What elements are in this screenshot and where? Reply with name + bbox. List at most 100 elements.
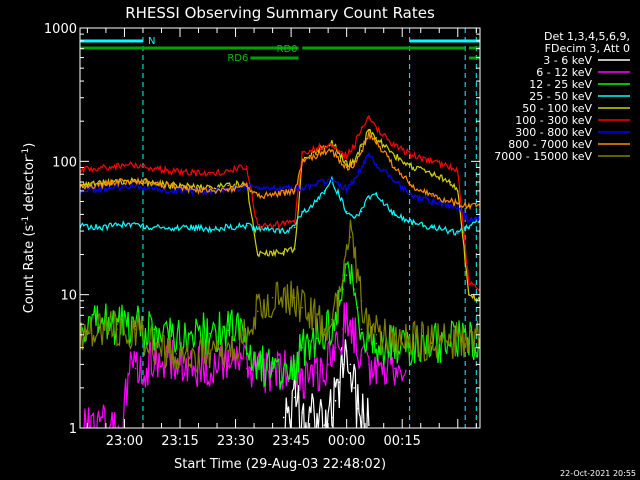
series-point [245, 224, 248, 227]
y-axis-ticks: 1 10 100 1000 [44, 22, 480, 437]
series-point [301, 306, 304, 309]
series-point [449, 230, 452, 232]
series-point [227, 329, 229, 332]
series-point [431, 200, 433, 203]
series-point [360, 165, 363, 167]
series-point [331, 149, 333, 152]
series-point [353, 145, 355, 147]
series-point [412, 195, 415, 197]
series-point [208, 353, 211, 355]
y-axis-label-sup1: -1 [21, 216, 31, 225]
series-point [456, 205, 459, 208]
plot-area: N RD0 RD6 1 10 100 1000 23:00 23:15 23:30 23:45 0… [44, 22, 481, 449]
series-point [449, 166, 452, 169]
series-point [271, 367, 274, 370]
series-point [227, 226, 229, 229]
series-point [308, 186, 311, 188]
series-point [412, 166, 415, 169]
series-7 [80, 131, 480, 211]
series-point [368, 424, 370, 426]
series-point [353, 248, 355, 250]
series-point [360, 354, 363, 357]
series-point [301, 346, 304, 349]
series-point [171, 170, 174, 173]
series-point [208, 332, 211, 335]
x-tick-label: 00:15 [383, 434, 420, 449]
series-point [331, 143, 333, 145]
series-point [308, 206, 311, 209]
series-point [349, 363, 352, 366]
legend-label: 7000 - 15000 keV [494, 150, 592, 163]
series-point [282, 223, 285, 225]
series-point [345, 274, 348, 276]
series-point [190, 188, 192, 190]
legend: Det 1,3,4,5,6,9, FDecim 3, Att 0 3 - 6 k… [494, 30, 630, 163]
series-point [316, 421, 318, 424]
series-point [356, 306, 359, 309]
series-point [360, 126, 363, 129]
series-point [308, 314, 311, 317]
series-point [331, 179, 333, 182]
n-label: N [148, 36, 155, 47]
series-point [375, 128, 378, 130]
series-point [345, 188, 348, 190]
series-point [360, 145, 363, 147]
series-point [323, 150, 326, 153]
series-point [468, 293, 470, 296]
legend-label: 3 - 6 keV [543, 54, 592, 67]
series-point [338, 149, 341, 152]
series-point [431, 226, 433, 229]
series-point [375, 194, 378, 196]
series-point [468, 205, 470, 208]
series-point [456, 203, 459, 205]
series-point [301, 374, 304, 376]
series-point [245, 165, 248, 167]
series-point [431, 173, 433, 176]
legend-label: 50 - 100 keV [522, 102, 592, 115]
series-line [80, 302, 407, 428]
series-point [345, 210, 348, 213]
series-point [208, 228, 211, 230]
series-point [338, 195, 341, 197]
series-point [360, 328, 363, 331]
series-point [282, 250, 285, 253]
series-point [153, 226, 155, 229]
series-point [153, 182, 155, 185]
y-axis-label-part1: Count Rate (s [22, 225, 37, 314]
series-point [368, 363, 370, 366]
series-point [227, 188, 229, 190]
series-point [294, 226, 296, 229]
rd0-label: RD0 [277, 44, 298, 55]
series-point [294, 248, 296, 250]
series-point [456, 190, 459, 192]
series-point [127, 374, 129, 376]
series-point [345, 349, 348, 352]
rd6-label: RD6 [227, 53, 248, 64]
series-point [134, 328, 137, 331]
series-point [316, 318, 318, 321]
series-point [468, 283, 470, 285]
series-point [368, 129, 370, 132]
series-point [431, 160, 433, 163]
legend-header-line1: Det 1,3,4,5,6,9, [544, 30, 630, 43]
series-point [227, 349, 229, 352]
series-point [331, 318, 333, 321]
series-point [456, 169, 459, 172]
series-point [353, 387, 355, 389]
series-point [294, 396, 296, 399]
series-point [353, 163, 355, 166]
x-tick-label: 23:00 [106, 434, 143, 449]
series-point [375, 365, 378, 368]
x-tick-label: 23:15 [161, 434, 198, 449]
series-point [338, 184, 341, 187]
series-point [116, 328, 118, 331]
series-point [449, 181, 452, 183]
series-point [116, 186, 118, 188]
series-point [97, 184, 100, 187]
series-point [360, 421, 363, 424]
series-point [394, 367, 396, 370]
x-axis-label: Start Time (29-Aug-03 22:48:02) [174, 457, 386, 472]
series-0 [282, 339, 370, 428]
series-point [245, 367, 248, 370]
